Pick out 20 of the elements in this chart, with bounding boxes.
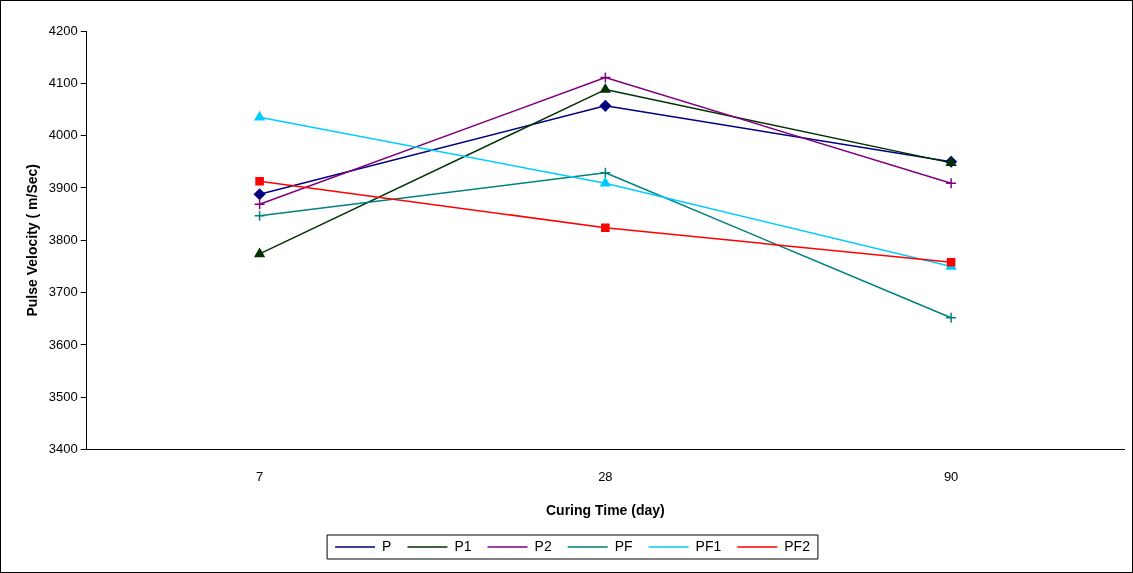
x-tick-label: 7 bbox=[255, 468, 264, 484]
legend-label: P2 bbox=[534, 537, 552, 554]
x-tick-label: 28 bbox=[598, 468, 613, 484]
y-tick-label: 3700 bbox=[48, 284, 78, 300]
y-tick-label: 3800 bbox=[48, 231, 78, 247]
y-tick-label: 4000 bbox=[48, 127, 78, 143]
y-tick-label: 3500 bbox=[48, 388, 78, 404]
x-tick-label: 90 bbox=[943, 468, 959, 484]
y-tick-label: 3900 bbox=[48, 179, 78, 195]
y-tick-label: 3400 bbox=[48, 441, 78, 457]
legend-label: PF1 bbox=[695, 537, 722, 554]
legend-label: PF2 bbox=[784, 537, 811, 554]
y-axis-title: Pulse Velocity ( m/Sec) bbox=[24, 164, 41, 317]
legend-label: PF bbox=[614, 537, 633, 554]
legend-label: P1 bbox=[454, 537, 472, 554]
y-tick-label: 3600 bbox=[48, 336, 78, 352]
y-tick-label: 4200 bbox=[48, 22, 78, 38]
y-tick-label: 4100 bbox=[48, 74, 78, 90]
legend-label: P bbox=[382, 537, 392, 554]
x-axis-title: Curing Time (day) bbox=[545, 502, 665, 519]
